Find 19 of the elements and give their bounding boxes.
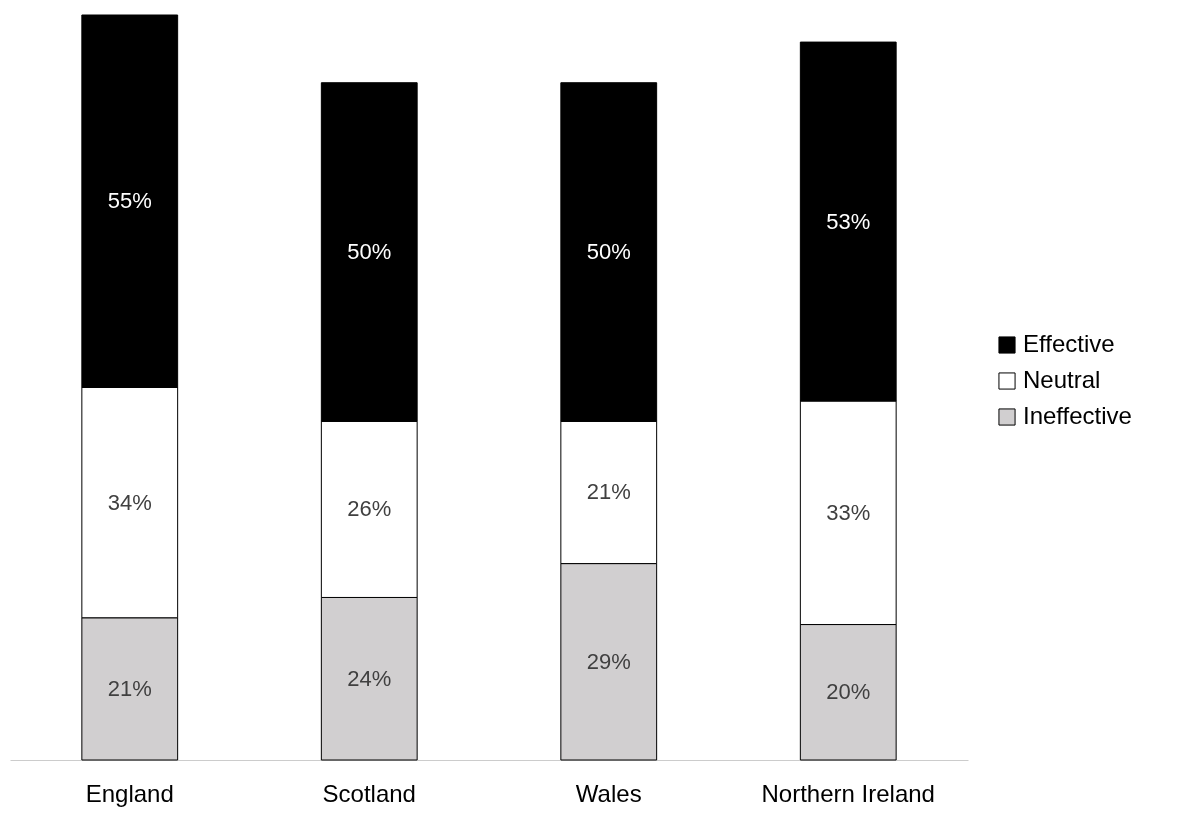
x-tick-label: Scotland	[322, 779, 416, 807]
data-label: 50%	[347, 239, 392, 265]
data-label: 21%	[586, 479, 631, 505]
data-label: 20%	[826, 679, 871, 705]
data-label: 53%	[826, 208, 871, 234]
data-label: 21%	[107, 675, 152, 701]
x-tick-label: Wales	[575, 779, 642, 807]
legend-label: Neutral	[1023, 366, 1101, 393]
x-tick-label: Northern Ireland	[761, 779, 935, 807]
legend-label: Ineffective	[1023, 402, 1132, 429]
data-label: 29%	[586, 648, 631, 674]
x-tick-label: England	[85, 779, 174, 807]
legend-label: Effective	[1023, 330, 1115, 357]
data-label: 33%	[826, 499, 871, 525]
data-label: 26%	[347, 496, 392, 522]
data-label: 50%	[586, 239, 631, 265]
data-label: 55%	[107, 188, 152, 214]
data-label: 34%	[107, 489, 152, 515]
data-label: 24%	[347, 665, 392, 691]
